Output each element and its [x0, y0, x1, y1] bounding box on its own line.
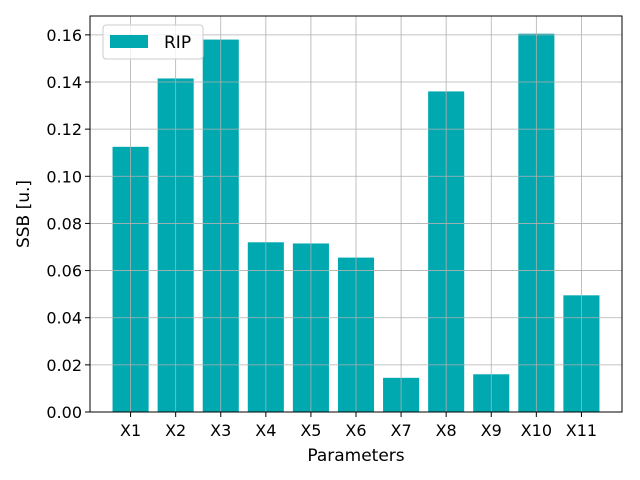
y-tick-label: 0.16: [46, 26, 82, 45]
x-tick-label: X2: [165, 421, 186, 440]
x-tick-label: X11: [566, 421, 597, 440]
x-tick-label: X4: [255, 421, 276, 440]
legend-box: [102, 24, 204, 60]
x-tick-label: X1: [120, 421, 141, 440]
y-axis-ticks: 0.00 0.02 0.04 0.06 0.08 0.10 0.12 0.14 0.16: [46, 26, 90, 422]
y-tick-label: 0.04: [46, 309, 82, 328]
x-tick-label: X3: [210, 421, 231, 440]
x-tick-label: X10: [521, 421, 552, 440]
x-axis-label: Parameters: [307, 446, 404, 466]
y-tick-label: 0.06: [46, 262, 82, 281]
x-tick-label: X6: [345, 421, 366, 440]
y-tick-label: 0.02: [46, 356, 82, 375]
x-tick-label: X5: [300, 421, 321, 440]
y-tick-label: 0.14: [46, 73, 82, 92]
legend-label-rip: RIP: [164, 33, 191, 53]
y-tick-label: 0.10: [46, 167, 82, 186]
y-axis-label: SSB [u.]: [14, 180, 34, 248]
legend: RIP: [102, 24, 204, 60]
y-tick-label: 0.00: [46, 403, 82, 422]
x-tick-label: X7: [391, 421, 412, 440]
y-tick-label: 0.12: [46, 120, 82, 139]
x-tick-label: X8: [436, 421, 457, 440]
y-tick-label: 0.08: [46, 214, 82, 233]
legend-swatch: [110, 35, 148, 48]
x-axis-ticks: X1 X2 X3 X4 X5 X6 X7 X8 X9 X10 X11: [120, 412, 597, 440]
x-tick-label: X9: [481, 421, 502, 440]
